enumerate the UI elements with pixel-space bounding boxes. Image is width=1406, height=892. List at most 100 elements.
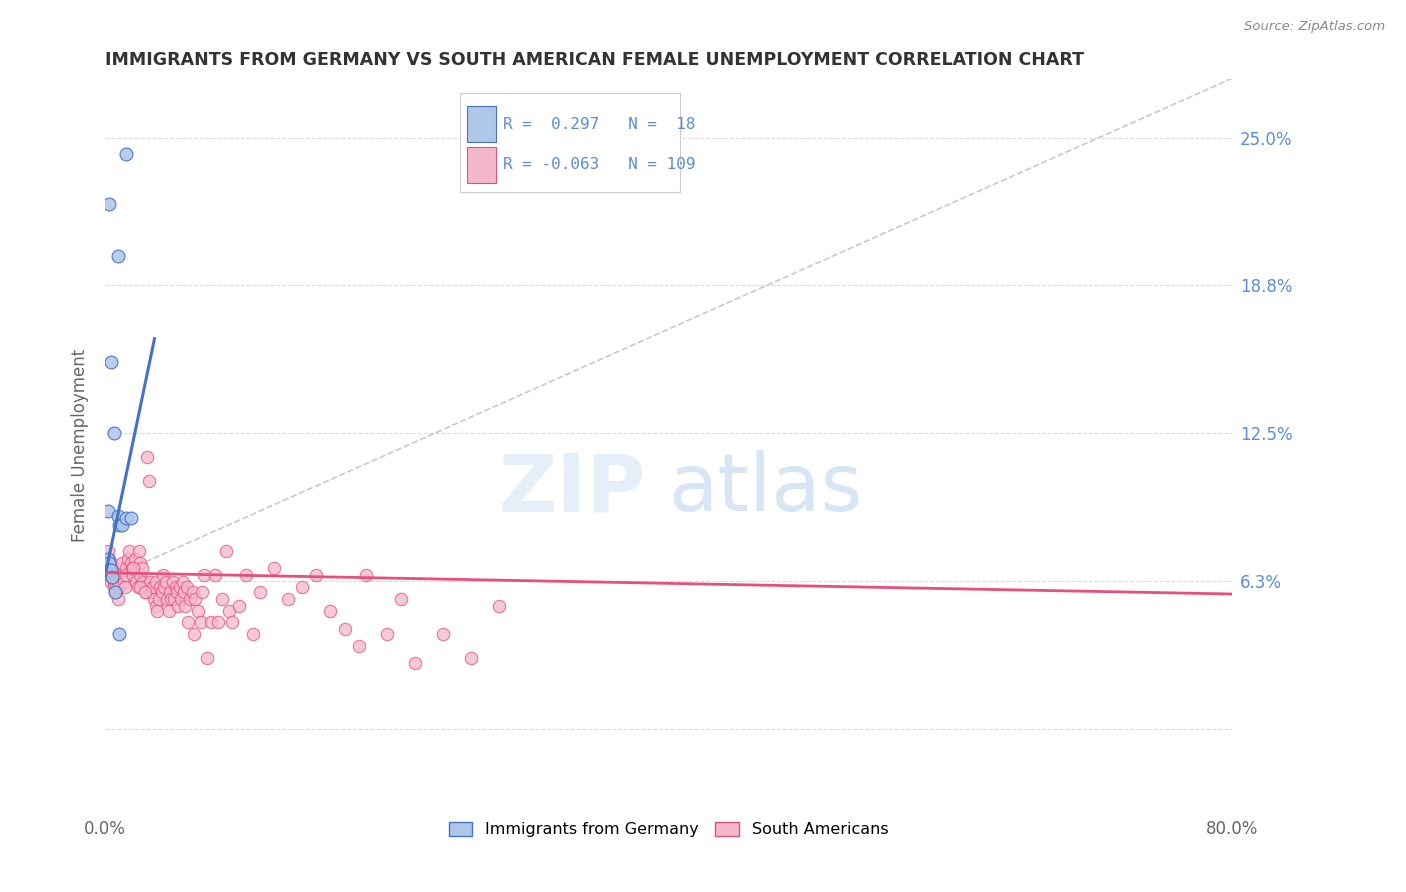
Point <box>263 561 285 575</box>
Point <box>105 584 128 599</box>
Point <box>103 580 125 594</box>
Point <box>101 561 124 575</box>
Point <box>354 568 377 582</box>
Point <box>221 615 243 630</box>
Point <box>191 584 214 599</box>
Point <box>242 627 264 641</box>
Point <box>101 568 124 582</box>
Point <box>108 627 131 641</box>
Point <box>138 474 160 488</box>
Point <box>104 568 127 582</box>
Point <box>115 561 138 575</box>
Point <box>169 580 191 594</box>
Point <box>122 568 145 582</box>
Point <box>218 603 240 617</box>
Point <box>97 551 120 566</box>
Point <box>141 584 163 599</box>
Point <box>110 568 132 582</box>
Point <box>235 568 257 582</box>
Point <box>195 650 218 665</box>
Point <box>228 599 250 613</box>
Point <box>111 568 134 582</box>
Point <box>150 584 173 599</box>
FancyBboxPatch shape <box>467 147 496 183</box>
Point <box>152 568 174 582</box>
Point <box>98 551 121 566</box>
Point <box>305 568 328 582</box>
Point <box>100 561 122 575</box>
Point <box>148 591 170 606</box>
Point <box>108 518 131 533</box>
Point <box>115 147 138 161</box>
Point <box>165 580 187 594</box>
Point <box>488 599 510 613</box>
Point <box>389 591 412 606</box>
Point <box>100 575 122 590</box>
Point <box>166 584 188 599</box>
Point <box>163 591 186 606</box>
Point <box>207 615 229 630</box>
Point <box>139 575 162 590</box>
Point <box>215 544 238 558</box>
Point <box>127 580 149 594</box>
Point <box>129 556 152 570</box>
Point <box>98 563 121 577</box>
Point <box>98 568 121 582</box>
Point <box>277 591 299 606</box>
Point <box>155 575 177 590</box>
Text: IMMIGRANTS FROM GERMANY VS SOUTH AMERICAN FEMALE UNEMPLOYMENT CORRELATION CHART: IMMIGRANTS FROM GERMANY VS SOUTH AMERICA… <box>105 51 1084 69</box>
Point <box>103 575 125 590</box>
Point <box>120 511 142 525</box>
Point <box>97 544 120 558</box>
Point <box>125 575 148 590</box>
Point <box>176 580 198 594</box>
Point <box>105 580 128 594</box>
Point <box>103 426 125 441</box>
Point <box>156 591 179 606</box>
Point <box>114 580 136 594</box>
Point <box>98 561 121 575</box>
Point <box>167 599 190 613</box>
Point <box>100 563 122 577</box>
Point <box>149 580 172 594</box>
Point <box>160 591 183 606</box>
Point <box>291 580 314 594</box>
Point <box>104 584 127 599</box>
Point <box>211 591 233 606</box>
Point <box>193 568 215 582</box>
Point <box>172 575 194 590</box>
Point <box>183 627 205 641</box>
Point <box>97 504 120 518</box>
Point <box>200 615 222 630</box>
Point <box>145 575 167 590</box>
Text: atlas: atlas <box>668 450 863 528</box>
Point <box>136 450 159 464</box>
Point <box>107 591 129 606</box>
Point <box>333 623 356 637</box>
Point <box>134 584 156 599</box>
Point <box>174 599 197 613</box>
Point <box>135 584 157 599</box>
Point <box>98 556 121 570</box>
Point <box>112 575 135 590</box>
Point <box>146 603 169 617</box>
Point <box>204 568 226 582</box>
Point <box>129 580 152 594</box>
Point <box>375 627 398 641</box>
Point <box>98 197 121 211</box>
Point <box>100 556 122 570</box>
Point <box>179 591 201 606</box>
Point <box>132 575 155 590</box>
Point <box>347 639 370 653</box>
Point <box>145 599 167 613</box>
Point <box>157 603 180 617</box>
Point <box>162 575 184 590</box>
Point <box>108 580 131 594</box>
Point <box>173 584 195 599</box>
Point <box>170 591 193 606</box>
Point <box>128 544 150 558</box>
Point <box>121 561 143 575</box>
Point <box>184 591 207 606</box>
Point <box>115 568 138 582</box>
Point <box>101 570 124 584</box>
